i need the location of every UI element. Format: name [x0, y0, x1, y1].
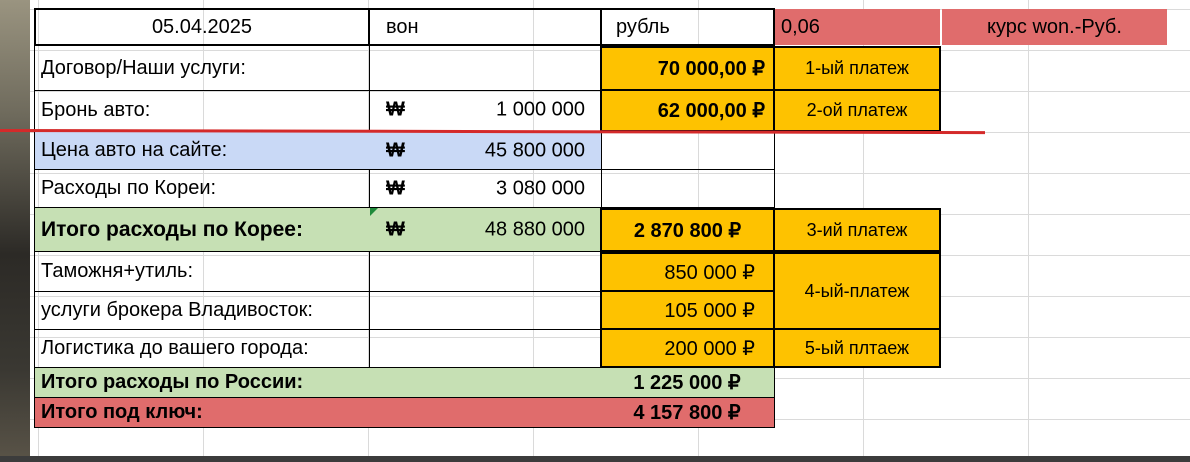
won-header-text: вон [386, 15, 419, 38]
site-price-won-cell[interactable]: ₩ 45 800 000 [368, 132, 602, 170]
booking-label: Бронь авто: [41, 98, 151, 121]
payment-1-text: 1-ый платеж [805, 58, 909, 78]
russia-total-rub: 1 225 000 ₽ [633, 372, 741, 394]
korea-costs-won: 3 080 000 [496, 177, 585, 199]
ruble-header-cell[interactable]: рубль [600, 8, 775, 46]
booking-won-cell[interactable]: ₩ 1 000 000 [368, 89, 602, 132]
rate-value-cell[interactable]: 0,06 [775, 9, 940, 45]
contract-rub: 70 000,00 ₽ [657, 58, 765, 80]
customs-rub-cell[interactable]: 850 000 ₽ [600, 252, 775, 292]
russia-total-rub-cell[interactable]: 1 225 000 ₽ [600, 368, 775, 398]
ruble-header-text: рубль [616, 15, 670, 38]
turnkey-total-label-cell[interactable]: Итого под ключ: [34, 398, 370, 428]
booking-won: 1 000 000 [496, 98, 585, 121]
window-bottom-edge [0, 456, 1190, 462]
payment-5-text: 5-ый плтаеж [804, 337, 910, 358]
contract-label-cell[interactable]: Договор/Наши услуги: [34, 46, 370, 91]
broker-label-cell[interactable]: услуги брокера Владивосток: [34, 292, 370, 330]
korea-costs-label-cell[interactable]: Расходы по Кореи: [34, 170, 370, 208]
rate-label-text: курс won.-Руб. [987, 15, 1122, 38]
site-price-won: 45 800 000 [484, 139, 585, 161]
korea-total-won-cell[interactable]: ₩ 48 880 000 [368, 208, 602, 252]
korea-total-rub-cell[interactable]: 2 870 800 ₽ [600, 208, 775, 252]
payment-4-text: 4-ый-платеж [804, 280, 910, 301]
customs-label: Таможня+утиль: [41, 260, 194, 282]
broker-rub-cell[interactable]: 105 000 ₽ [600, 290, 775, 330]
site-price-label-cell[interactable]: Цена авто на сайте: [34, 132, 370, 170]
rate-label-cell[interactable]: курс won.-Руб. [942, 9, 1167, 45]
russia-total-label: Итого расходы по России: [41, 371, 304, 393]
korea-total-label-cell[interactable]: Итого расходы по Корее: [34, 208, 370, 252]
korea-total-label: Итого расходы по Корее: [41, 217, 303, 241]
rate-value-text: 0,06 [781, 15, 820, 38]
customs-rub: 850 000 ₽ [664, 261, 755, 284]
background-strip [0, 0, 34, 462]
turnkey-total-rub: 4 157 800 ₽ [633, 402, 741, 424]
payment-3-cell[interactable]: 3-ий платеж [773, 208, 941, 252]
payment-2-cell[interactable]: 2-ой платеж [773, 89, 941, 132]
logistics-label-cell[interactable]: Логистика до вашего города: [34, 330, 370, 368]
logistics-rub-cell[interactable]: 200 000 ₽ [600, 328, 775, 368]
turnkey-total-rub-cell[interactable]: 4 157 800 ₽ [600, 398, 775, 428]
comment-indicator-icon [370, 208, 378, 216]
won-symbol-icon: ₩ [386, 177, 405, 199]
russia-total-label-cell[interactable]: Итого расходы по России: [34, 368, 370, 398]
date-cell[interactable]: 05.04.2025 [34, 8, 370, 46]
site-price-rub-cell[interactable] [600, 132, 775, 170]
broker-rub: 105 000 ₽ [664, 299, 755, 322]
korea-costs-won-cell[interactable]: ₩ 3 080 000 [368, 170, 602, 208]
payment-1-cell[interactable]: 1-ый платеж [773, 46, 941, 91]
booking-rub-cell[interactable]: 62 000,00 ₽ [600, 89, 775, 132]
booking-label-cell[interactable]: Бронь авто: [34, 89, 370, 132]
contract-label: Договор/Наши услуги: [41, 56, 246, 79]
broker-label: услуги брокера Владивосток: [41, 299, 313, 321]
won-symbol-icon: ₩ [386, 218, 405, 240]
won-header-cell[interactable]: вон [368, 8, 602, 46]
payment-5-cell[interactable]: 5-ый плтаеж [773, 328, 941, 368]
payment-4-cell[interactable]: 4-ый-платеж [773, 252, 941, 330]
korea-total-won: 48 880 000 [484, 218, 585, 240]
booking-rub: 62 000,00 ₽ [657, 100, 765, 122]
korea-costs-label: Расходы по Кореи: [41, 177, 217, 199]
contract-won-cell[interactable] [368, 46, 602, 91]
broker-won-cell[interactable] [368, 292, 602, 330]
turnkey-total-won-cell[interactable] [368, 398, 602, 428]
turnkey-total-label: Итого под ключ: [41, 401, 203, 423]
korea-total-rub: 2 870 800 ₽ [633, 219, 742, 242]
korea-costs-rub-cell[interactable] [600, 170, 775, 208]
russia-total-won-cell[interactable] [368, 368, 602, 398]
site-price-label: Цена авто на сайте: [41, 139, 228, 161]
customs-won-cell[interactable] [368, 252, 602, 292]
logistics-rub: 200 000 ₽ [664, 337, 755, 360]
customs-label-cell[interactable]: Таможня+утиль: [34, 252, 370, 292]
date-text: 05.04.2025 [151, 15, 253, 38]
payment-2-text: 2-ой платеж [806, 100, 908, 120]
won-symbol-icon: ₩ [386, 139, 405, 161]
contract-rub-cell[interactable]: 70 000,00 ₽ [600, 46, 775, 91]
logistics-label: Логистика до вашего города: [41, 337, 309, 359]
payment-3-text: 3-ий платеж [806, 219, 908, 240]
logistics-won-cell[interactable] [368, 330, 602, 368]
won-symbol-icon: ₩ [386, 98, 405, 121]
